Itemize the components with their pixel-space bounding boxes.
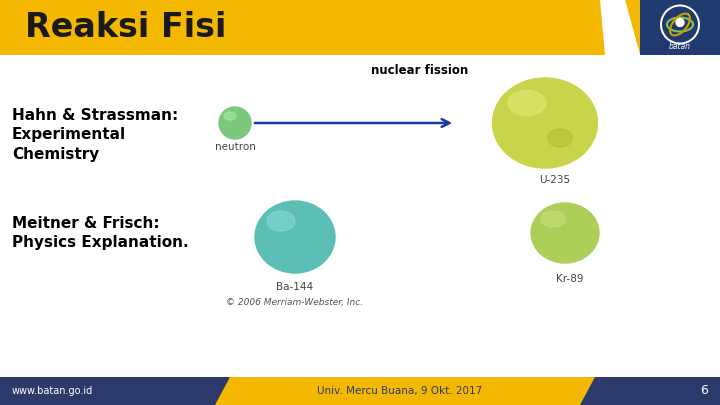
- Text: Univ. Mercu Buana, 9 Okt. 2017: Univ. Mercu Buana, 9 Okt. 2017: [318, 386, 482, 396]
- Polygon shape: [600, 0, 640, 55]
- Ellipse shape: [492, 78, 598, 168]
- Text: 6: 6: [700, 384, 708, 397]
- Bar: [0, 377, 720, 405]
- Text: Hahn & Strassman:: Hahn & Strassman:: [12, 107, 179, 122]
- Text: batan: batan: [669, 42, 691, 51]
- Circle shape: [676, 19, 684, 26]
- Ellipse shape: [508, 90, 546, 115]
- Text: Meitner & Frisch:: Meitner & Frisch:: [12, 215, 160, 230]
- Text: Experimental: Experimental: [12, 128, 126, 143]
- Ellipse shape: [255, 201, 335, 273]
- Text: © 2006 Merriam-Webster, Inc.: © 2006 Merriam-Webster, Inc.: [226, 298, 364, 307]
- Text: Physics Explanation.: Physics Explanation.: [12, 235, 189, 251]
- Ellipse shape: [267, 211, 295, 231]
- Bar: [640, 0, 720, 55]
- Polygon shape: [610, 0, 640, 55]
- Polygon shape: [215, 377, 595, 405]
- Bar: [0, 0, 720, 55]
- Text: neutron: neutron: [215, 142, 256, 152]
- Text: Ba-144: Ba-144: [276, 282, 314, 292]
- Text: www.batan.go.id: www.batan.go.id: [12, 386, 94, 396]
- Text: Reaksi Fisi: Reaksi Fisi: [25, 11, 226, 44]
- Circle shape: [662, 6, 698, 43]
- Text: nuclear fission: nuclear fission: [372, 64, 469, 77]
- Text: Chemistry: Chemistry: [12, 147, 99, 162]
- Circle shape: [660, 4, 700, 45]
- Text: U-235: U-235: [539, 175, 570, 185]
- Ellipse shape: [541, 211, 565, 227]
- Ellipse shape: [219, 107, 251, 139]
- Ellipse shape: [224, 112, 236, 120]
- Ellipse shape: [547, 129, 572, 147]
- Ellipse shape: [531, 203, 599, 263]
- Text: Kr-89: Kr-89: [557, 274, 584, 284]
